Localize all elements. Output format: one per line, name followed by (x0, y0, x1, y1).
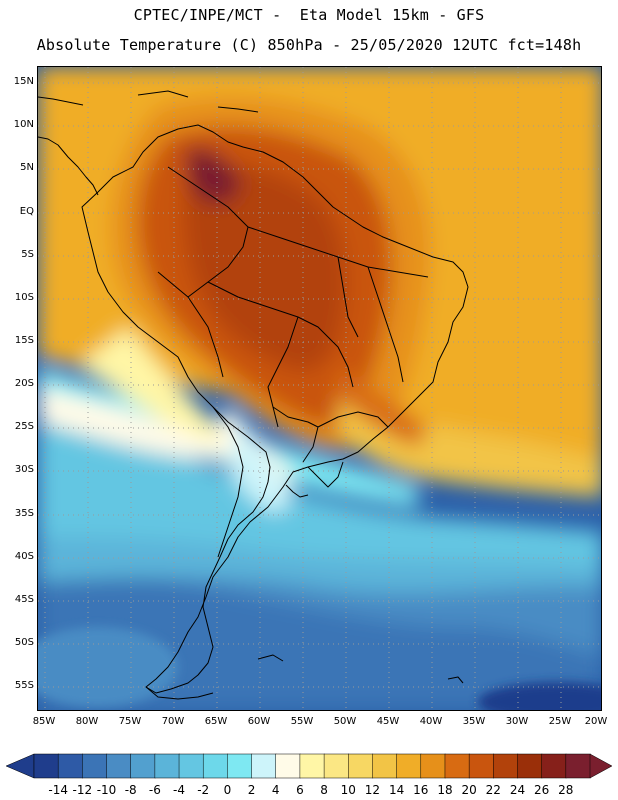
colorbar-arrow-right (589, 753, 613, 779)
colorbar-tick-label: -6 (148, 783, 161, 797)
colorbar-tick-label: 18 (437, 783, 453, 797)
lon-label: 25W (548, 716, 572, 727)
colorbar-swatch (33, 753, 59, 779)
colorbar-tick-label: 2 (247, 783, 256, 797)
lat-label: 50S (14, 637, 34, 648)
colorbar-swatch (227, 753, 253, 779)
colorbar-swatch (348, 753, 374, 779)
lon-label: 40W (419, 716, 443, 727)
lat-label: 15S (14, 335, 34, 346)
colorbar-swatch (517, 753, 543, 779)
colorbar-swatch (154, 753, 180, 779)
colorbar-swatch (106, 753, 132, 779)
colorbar-swatch (275, 753, 301, 779)
coastlines (38, 90, 469, 700)
colorbar-tick-label: 8 (320, 783, 328, 797)
cold-pool (38, 627, 601, 710)
colorbar-arrow-left (5, 753, 35, 779)
colorbar-swatch (468, 753, 494, 779)
colorbar-swatch (130, 753, 156, 779)
lon-label: 35W (462, 716, 486, 727)
lon-label: 80W (75, 716, 99, 727)
colorbar-swatch (444, 753, 470, 779)
temperature-map (37, 66, 602, 711)
colorbar-swatch (178, 753, 204, 779)
colorbar-tick-label: 16 (413, 783, 429, 797)
colorbar-tick-label: 28 (558, 783, 574, 797)
lon-label: 50W (333, 716, 357, 727)
lon-label: 70W (161, 716, 185, 727)
colorbar-tick-label: 26 (534, 783, 550, 797)
title-line-1: CPTEC/INPE/MCT - Eta Model 15km - GFS (133, 6, 485, 24)
lat-label: 45S (14, 594, 34, 605)
colorbar-tick-label: -2 (197, 783, 210, 797)
colorbar-tick-label: 20 (461, 783, 477, 797)
lat-label: 10S (14, 292, 34, 303)
lon-label: 45W (376, 716, 400, 727)
colorbar-swatch (57, 753, 83, 779)
lon-label: 75W (118, 716, 142, 727)
map-canvas (38, 67, 601, 710)
colorbar-tick-label: 0 (223, 783, 232, 797)
colorbar-swatch (372, 753, 398, 779)
colorbar-tick-label: -4 (173, 783, 185, 797)
colorbar-swatch (420, 753, 446, 779)
colorbar-tick-label: 10 (340, 783, 356, 797)
colorbar-tick-label: 14 (388, 783, 405, 797)
lat-label: 55S (14, 680, 34, 691)
colorbar-tick-label: -10 (96, 783, 117, 797)
colorbar-swatch (82, 753, 108, 779)
colorbar-tick-label: 6 (296, 783, 304, 797)
colorbar-tick-label: 22 (485, 783, 501, 797)
colorbar-swatch (323, 753, 349, 779)
colorbar-swatch (565, 753, 591, 779)
lat-label: 30S (14, 464, 34, 475)
colorbar-swatch (299, 753, 325, 779)
colorbar-swatch (541, 753, 567, 779)
lon-label: 65W (204, 716, 228, 727)
colorbar-tick-label: 12 (364, 783, 381, 797)
colorbar-swatch (202, 753, 229, 779)
colorbar (5, 753, 613, 779)
colorbar-swatch (493, 753, 519, 779)
colorbar-tick-label: -8 (124, 783, 137, 797)
lat-label: 5N (20, 162, 34, 173)
colorbar-tick-label: 24 (509, 783, 526, 797)
lat-label: 40S (14, 551, 34, 562)
colorbar-tick-label: -12 (72, 783, 93, 797)
lat-lon-grid (38, 67, 601, 710)
colorbar-swatch (251, 753, 277, 779)
lat-label: 5S (21, 249, 34, 260)
temperature-field (38, 67, 601, 710)
lon-label: 85W (32, 716, 56, 727)
colorbar-tick-label: 4 (271, 783, 280, 797)
lat-label: 35S (14, 508, 34, 519)
lon-label: 30W (505, 716, 529, 727)
colorbar-swatch (396, 753, 422, 779)
lat-label: 20S (14, 378, 34, 389)
lat-label: 10N (13, 119, 34, 130)
lon-label: 20W (584, 716, 608, 727)
lat-label: 25S (14, 421, 34, 432)
title-line-2: Absolute Temperature (C) 850hPa - 25/05/… (36, 36, 582, 54)
colorbar-tick-label: -14 (48, 783, 68, 797)
lon-label: 55W (290, 716, 314, 727)
lat-label: 15N (13, 76, 34, 87)
lat-label: EQ (19, 206, 34, 217)
lon-label: 60W (247, 716, 271, 727)
